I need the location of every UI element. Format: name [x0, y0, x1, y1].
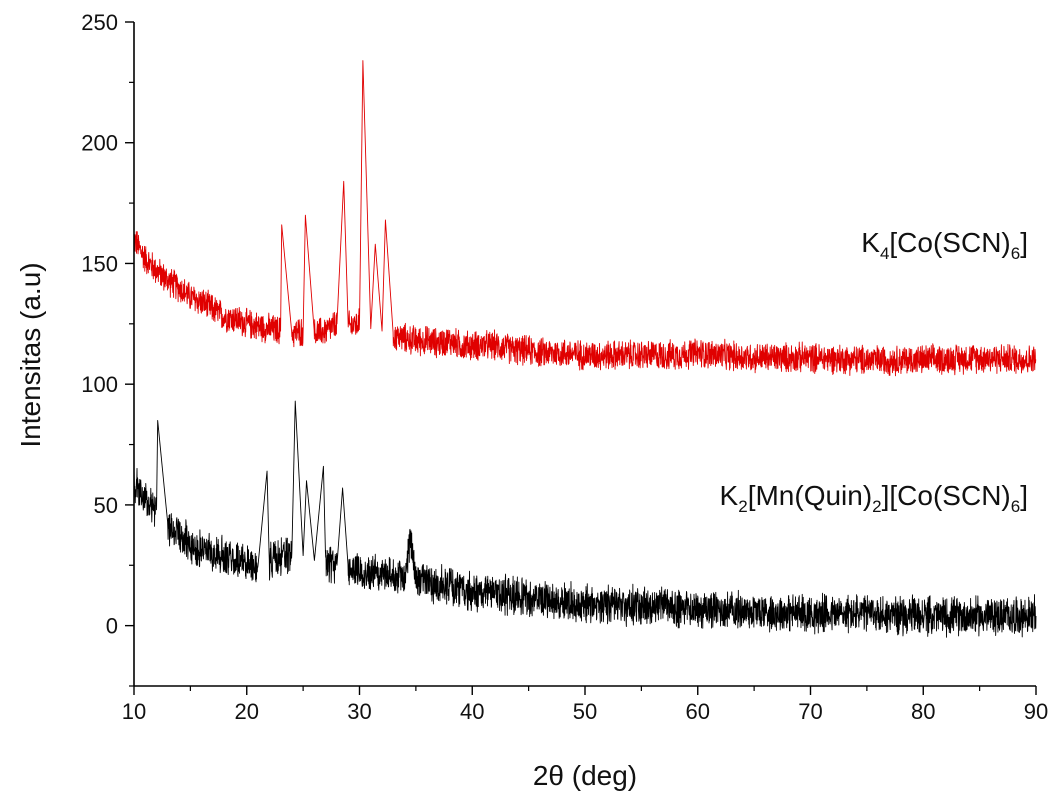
x-tick-label: 30 — [347, 699, 371, 724]
x-tick-label: 60 — [686, 699, 710, 724]
series-label-k2mn: K2[Mn(Quin)2][Co(SCN)6] — [720, 480, 1028, 516]
y-tick-label: 50 — [94, 493, 118, 518]
series-label-k4co-sub2: 6 — [1011, 244, 1020, 263]
series-layer — [133, 60, 1037, 638]
x-tick-label: 50 — [573, 699, 597, 724]
y-tick-label: 150 — [81, 251, 118, 276]
series-label-k2mn-mid2: ][Co(SCN) — [882, 480, 1011, 511]
x-tick-label: 90 — [1024, 699, 1048, 724]
series-label-k2mn-base: K — [720, 480, 739, 511]
x-tick-label: 80 — [911, 699, 935, 724]
y-tick-label: 100 — [81, 372, 118, 397]
series-label-k4co-end: ] — [1020, 227, 1028, 258]
series-label-k2mn-end: ] — [1020, 480, 1028, 511]
series-label-k2mn-sub2: 2 — [872, 497, 881, 516]
series-label-k4co-sub1: 4 — [880, 244, 889, 263]
series-label-k2mn-sub3: 6 — [1011, 497, 1020, 516]
y-tick-label: 0 — [106, 614, 118, 639]
series-label-k4co: K4[Co(SCN)6] — [861, 227, 1028, 263]
ticks: 10 20 30 40 50 60 70 80 90 0 50 100 150 200 250 — [81, 10, 1048, 724]
x-tick-label: 10 — [122, 699, 146, 724]
series-line-0 — [133, 60, 1037, 377]
y-axis-title: Intensitas (a.u) — [15, 262, 46, 447]
y-tick-label: 250 — [81, 10, 118, 35]
x-tick-label: 20 — [235, 699, 259, 724]
x-tick-label: 70 — [798, 699, 822, 724]
series-label-k2mn-sub1: 2 — [738, 497, 747, 516]
x-tick-label: 40 — [460, 699, 484, 724]
series-label-k4co-mid: [Co(SCN) — [889, 227, 1010, 258]
series-line-1 — [133, 400, 1037, 638]
y-tick-label: 200 — [81, 131, 118, 156]
x-axis-title: 2θ (deg) — [533, 760, 637, 791]
series-label-k2mn-mid: [Mn(Quin) — [748, 480, 872, 511]
series-label-k4co-base: K — [861, 227, 880, 258]
